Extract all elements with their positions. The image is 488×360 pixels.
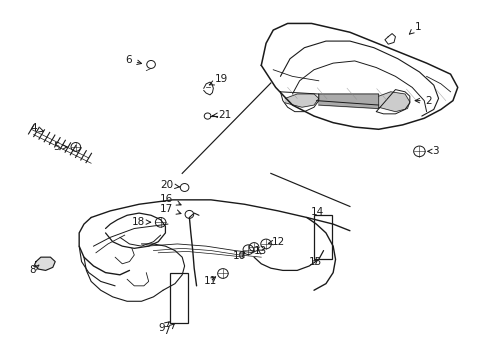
Text: 20: 20 (160, 180, 179, 190)
Bar (313, 215, 331, 259)
Text: 4: 4 (30, 123, 43, 133)
Text: 18: 18 (131, 217, 150, 227)
Text: 14: 14 (310, 207, 324, 217)
Text: 5: 5 (53, 142, 67, 152)
Polygon shape (35, 257, 55, 270)
Text: 8: 8 (29, 265, 39, 275)
Text: 11: 11 (203, 276, 216, 287)
Polygon shape (285, 94, 318, 107)
Text: 10: 10 (233, 251, 246, 261)
Text: 21: 21 (212, 110, 231, 120)
Text: 6: 6 (125, 55, 142, 65)
Text: 13: 13 (254, 247, 267, 256)
Text: 3: 3 (427, 146, 438, 156)
Bar (170, 273, 188, 323)
Text: 1: 1 (408, 22, 421, 34)
Text: 19: 19 (209, 75, 228, 85)
Text: 7: 7 (163, 323, 175, 336)
Text: 9: 9 (159, 322, 169, 333)
Text: 12: 12 (268, 237, 284, 247)
Polygon shape (318, 94, 378, 109)
Polygon shape (378, 92, 409, 112)
Text: 16: 16 (160, 194, 181, 205)
Text: 17: 17 (160, 204, 181, 214)
Text: 15: 15 (308, 257, 322, 267)
Text: 2: 2 (414, 96, 431, 105)
